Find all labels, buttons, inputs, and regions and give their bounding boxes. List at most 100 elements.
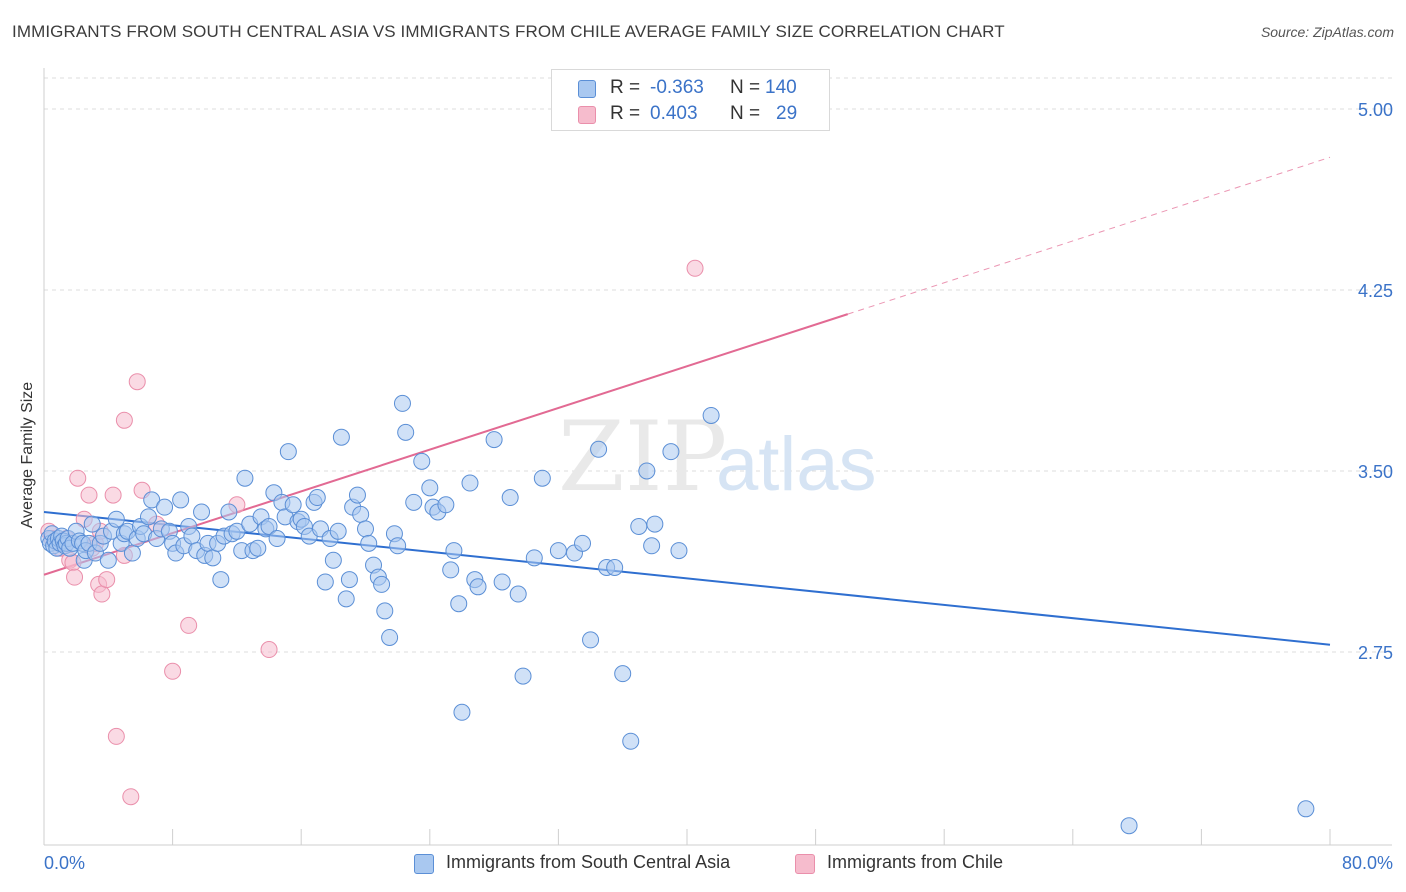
point-south-central-asia <box>445 542 463 560</box>
point-chile <box>164 662 182 680</box>
point-south-central-asia <box>622 732 640 750</box>
point-south-central-asia <box>442 561 460 579</box>
trend-line-south-central-asia <box>43 511 1331 646</box>
point-south-central-asia <box>549 542 567 560</box>
point-south-central-asia <box>405 493 423 511</box>
point-south-central-asia <box>352 505 370 523</box>
point-chile <box>80 486 98 504</box>
chart-title: IMMIGRANTS FROM SOUTH CENTRAL ASIA VS IM… <box>12 22 1005 41</box>
y-tick-label: 5.00 <box>1358 100 1393 120</box>
point-south-central-asia <box>702 406 720 424</box>
point-south-central-asia <box>450 595 468 613</box>
legend-n-label: N = <box>730 103 761 124</box>
point-chile <box>128 373 146 391</box>
point-chile <box>122 788 140 806</box>
point-south-central-asia <box>461 474 479 492</box>
trend-lines <box>43 156 1331 646</box>
point-south-central-asia <box>193 503 211 521</box>
point-south-central-asia <box>329 522 347 540</box>
point-south-central-asia <box>316 573 334 591</box>
point-chile <box>66 568 84 586</box>
point-south-central-asia <box>630 517 648 535</box>
point-south-central-asia <box>156 498 174 516</box>
point-south-central-asia <box>574 534 592 552</box>
point-south-central-asia <box>397 423 415 441</box>
point-south-central-asia <box>83 515 101 533</box>
point-south-central-asia <box>437 496 455 514</box>
point-south-central-asia <box>413 452 431 470</box>
legend-row-chile: R = 0.403 N = 29 <box>552 101 829 127</box>
watermark: ZIP atlas <box>558 401 877 513</box>
point-south-central-asia <box>212 571 230 589</box>
point-south-central-asia <box>533 469 551 487</box>
correlation-legend: R = -0.363 N = 140 R = 0.403 N = 29 <box>551 69 830 131</box>
point-south-central-asia <box>348 486 366 504</box>
point-south-central-asia <box>1120 817 1138 835</box>
point-south-central-asia <box>662 443 680 461</box>
point-south-central-asia <box>469 578 487 596</box>
axes <box>43 68 1392 846</box>
point-south-central-asia <box>268 530 286 548</box>
legend-swatch-pink <box>578 106 596 124</box>
point-south-central-asia <box>493 573 511 591</box>
point-chile <box>180 616 198 634</box>
point-chile <box>115 411 133 429</box>
point-south-central-asia <box>501 489 519 507</box>
point-south-central-asia <box>324 551 342 569</box>
y-tick-label: 2.75 <box>1358 643 1393 663</box>
legend-r-value: -0.363 <box>650 77 704 98</box>
legend-swatch-pink <box>795 854 815 874</box>
point-south-central-asia <box>485 431 503 449</box>
watermark-zip: ZIP <box>558 401 727 513</box>
point-south-central-asia <box>357 520 374 538</box>
point-south-central-asia <box>308 489 326 507</box>
source-label: Source: ZipAtlas.com <box>1260 24 1394 40</box>
point-south-central-asia <box>646 515 664 533</box>
point-south-central-asia <box>260 517 278 535</box>
point-chile <box>93 585 111 603</box>
x-tick-label: 80.0% <box>1342 853 1393 873</box>
point-south-central-asia <box>279 443 297 461</box>
point-south-central-asia <box>376 602 394 620</box>
legend-r-label: R = <box>610 103 641 124</box>
point-south-central-asia <box>643 537 661 555</box>
point-chile <box>686 259 704 277</box>
point-chile <box>260 641 278 659</box>
legend-n-value: 140 <box>765 77 797 98</box>
point-south-central-asia <box>514 667 532 685</box>
y-axis-label: Average Family Size <box>19 381 36 529</box>
point-south-central-asia <box>453 703 471 721</box>
point-south-central-asia <box>123 544 141 562</box>
point-south-central-asia <box>332 428 350 446</box>
point-south-central-asia <box>172 491 190 509</box>
point-chile <box>104 486 122 504</box>
point-chile <box>69 469 87 487</box>
x-tick-label: 0.0% <box>44 853 85 873</box>
legend-series-label: Immigrants from South Central Asia <box>446 852 731 872</box>
point-south-central-asia <box>381 628 399 646</box>
watermark-atlas: atlas <box>716 422 877 507</box>
point-south-central-asia <box>139 508 157 526</box>
point-south-central-asia <box>337 590 355 608</box>
point-south-central-asia <box>373 575 391 593</box>
point-south-central-asia <box>670 542 688 560</box>
legend-n-value: 29 <box>776 103 798 124</box>
point-south-central-asia <box>204 549 222 567</box>
y-tick-label: 4.25 <box>1358 281 1393 301</box>
point-south-central-asia <box>389 537 407 555</box>
point-south-central-asia <box>590 440 608 458</box>
point-south-central-asia <box>509 585 527 603</box>
legend-series-label: Immigrants from Chile <box>827 852 1004 872</box>
point-south-central-asia <box>582 631 600 649</box>
y-tick-label: 3.50 <box>1358 462 1393 482</box>
legend-r-value: 0.403 <box>650 103 698 124</box>
legend-n-label: N = <box>730 77 761 98</box>
point-south-central-asia <box>228 522 246 540</box>
legend-swatch-blue <box>578 80 596 98</box>
point-south-central-asia <box>236 469 254 487</box>
point-south-central-asia <box>107 510 125 528</box>
point-south-central-asia <box>1297 800 1315 818</box>
trend-line-chile-extension <box>847 156 1331 315</box>
point-south-central-asia <box>340 571 358 589</box>
